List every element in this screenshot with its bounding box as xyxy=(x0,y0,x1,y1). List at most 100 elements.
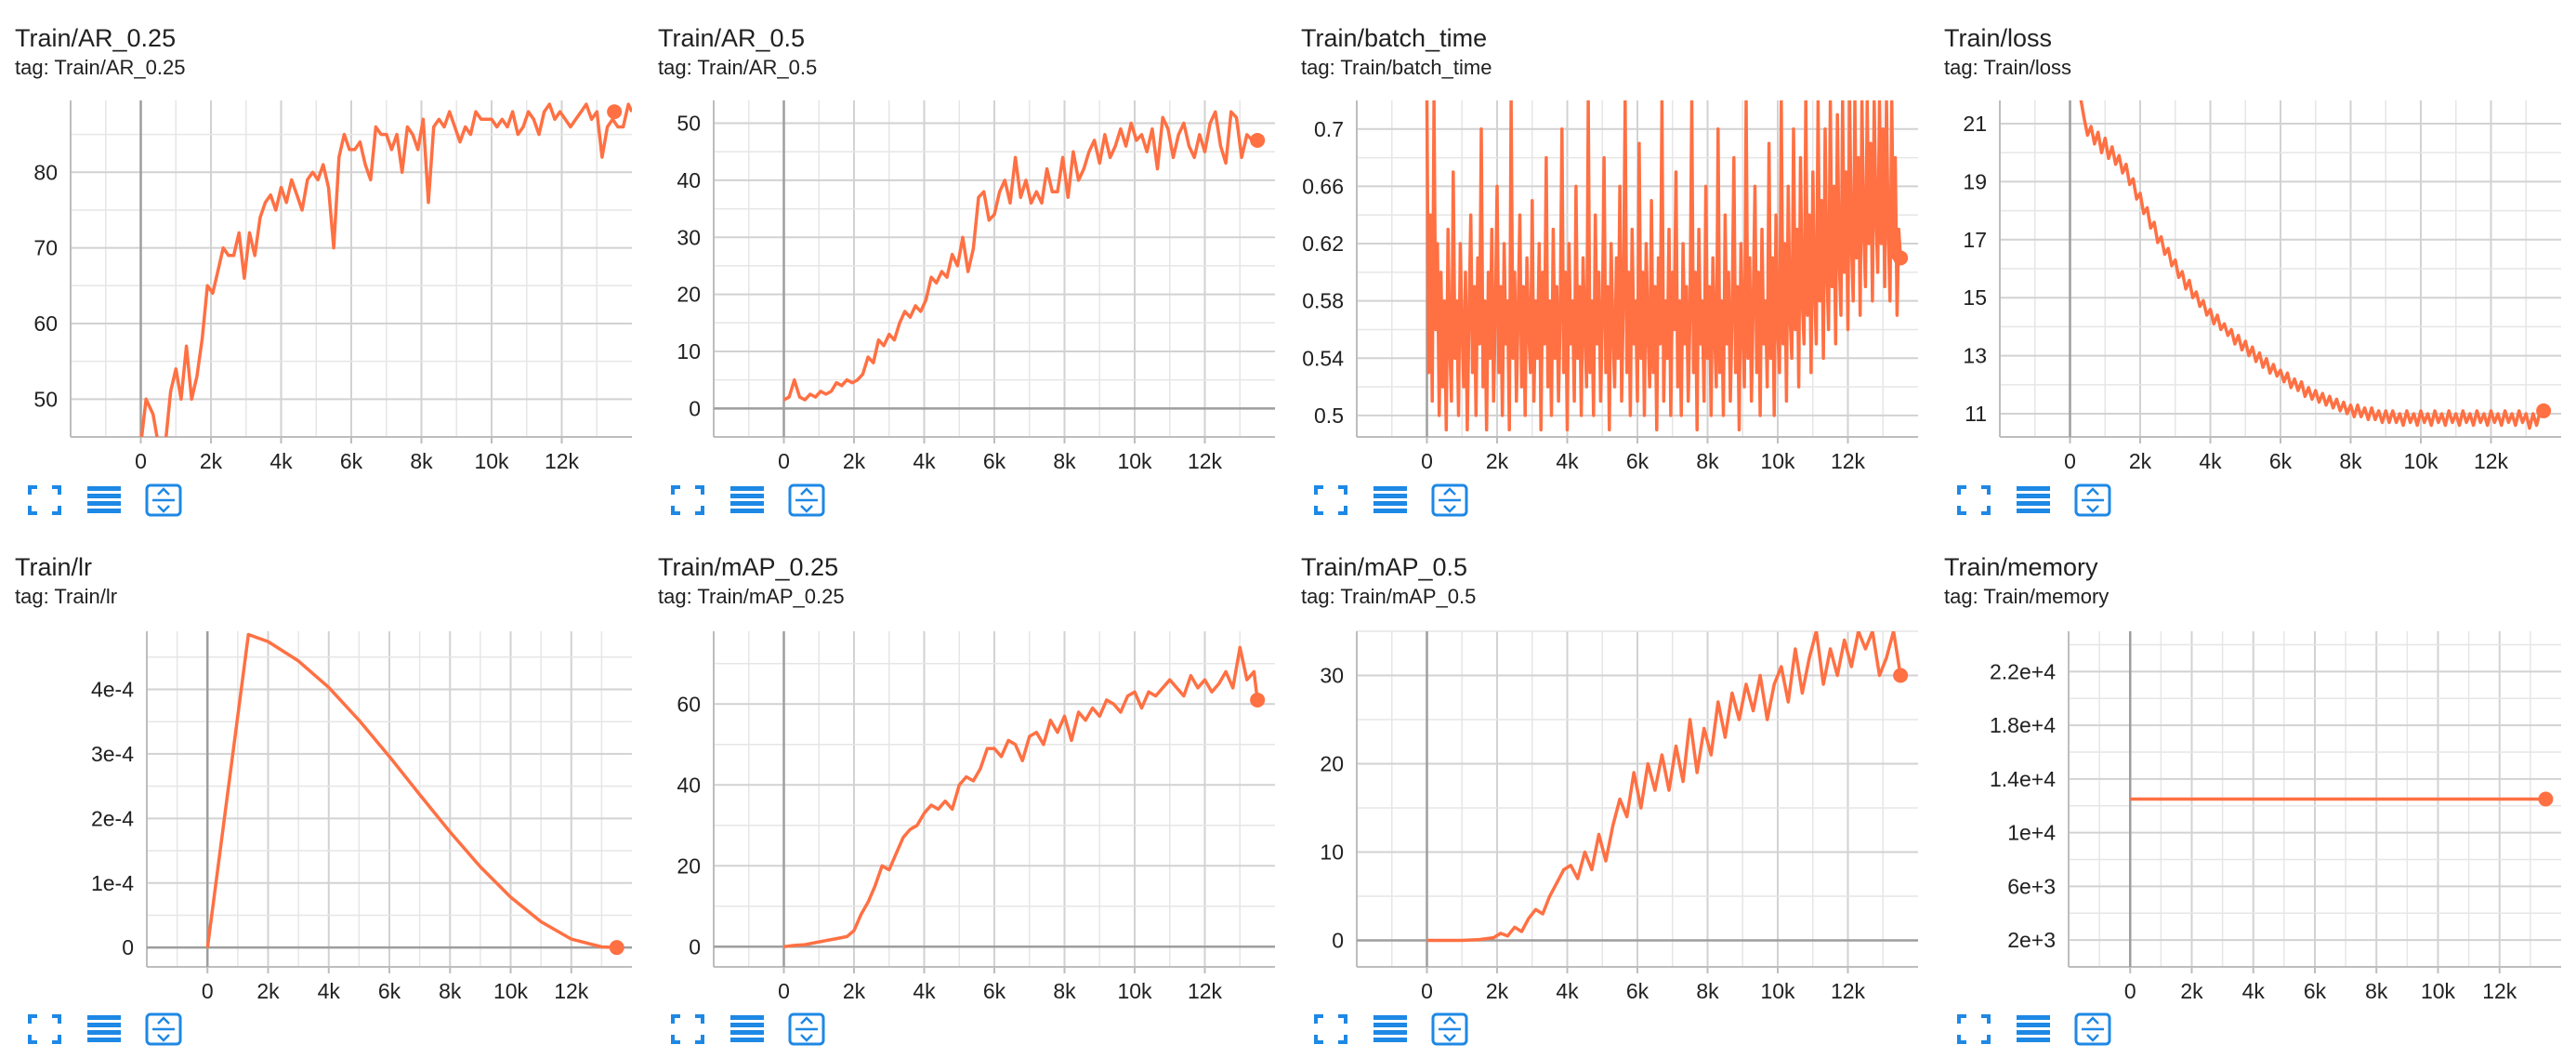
show-data-table-button[interactable] xyxy=(2013,1009,2054,1050)
chart-tag: tag: Train/AR_0.25 xyxy=(15,56,186,79)
series-line[interactable] xyxy=(1426,631,1902,943)
x-tick-label: 10k xyxy=(1760,449,1795,469)
last-point-marker[interactable] xyxy=(1893,250,1909,266)
x-tick-label: 4k xyxy=(913,449,936,469)
y-tick-label: 40 xyxy=(677,168,701,192)
line-chart-ar-0-5[interactable]: 0 2k 4k 6k 8k 10k 12k 0 10 20 30 40 50 xyxy=(643,0,1286,469)
line-chart-map-0-5[interactable]: 0 2k 4k 6k 8k 10k 12k 0 10 20 30 xyxy=(1286,529,1929,998)
fit-domain-button[interactable] xyxy=(143,1009,184,1050)
x-tick-label: 8k xyxy=(1053,449,1076,469)
y-tick-label: 20 xyxy=(1320,752,1344,776)
y-tick-label: 10 xyxy=(677,339,701,364)
x-tick-label: 10k xyxy=(493,979,529,998)
chart-tag: tag: Train/lr xyxy=(15,585,118,608)
y-tick-label: 2e+3 xyxy=(2007,928,2056,952)
x-tick-label: 2k xyxy=(1486,449,1509,469)
line-chart-memory[interactable]: 0 2k 4k 6k 8k 10k 12k 2e+3 6e+3 1e+4 1.4e+4 1.8e+4 2… xyxy=(1929,529,2572,998)
show-data-table-button[interactable] xyxy=(84,480,125,521)
fit-domain-button[interactable] xyxy=(2072,1009,2113,1050)
y-tick-label: 0.7 xyxy=(1314,117,1344,141)
fit-domain-icon xyxy=(788,1012,825,1046)
chart-title: Train/AR_0.25 xyxy=(15,24,177,52)
y-tick-label: 15 xyxy=(1963,285,1987,310)
fullscreen-button[interactable] xyxy=(1310,480,1351,521)
fit-domain-button[interactable] xyxy=(786,1009,827,1050)
fit-domain-button[interactable] xyxy=(2072,480,2113,521)
fit-domain-icon xyxy=(788,483,825,517)
last-point-marker[interactable] xyxy=(2538,791,2554,807)
x-tick-label: 6k xyxy=(378,979,401,998)
series-line[interactable] xyxy=(783,645,1259,949)
show-data-table-button[interactable] xyxy=(1370,480,1411,521)
x-tick-label: 8k xyxy=(2339,449,2362,469)
last-point-marker[interactable] xyxy=(1250,132,1266,148)
fullscreen-icon xyxy=(1957,485,1991,515)
line-chart-batch-time[interactable]: 0 2k 4k 6k 8k 10k 12k 0.5 0.54 0.58 0.62 0.66 0.7 xyxy=(1286,0,1929,469)
x-tick-label: 6k xyxy=(1626,449,1649,469)
chart-card-ar-0-25: Train/AR_0.25 tag: Train/AR_0.25 0 2k 4k 6k 8k… xyxy=(0,0,643,529)
show-data-table-button[interactable] xyxy=(727,1009,768,1050)
line-chart-map-0-25[interactable]: 0 2k 4k 6k 8k 10k 12k 0 20 40 60 xyxy=(643,529,1286,998)
fullscreen-icon xyxy=(671,1014,704,1044)
fit-domain-icon xyxy=(1431,1012,1468,1046)
line-chart-loss[interactable]: 0 2k 4k 6k 8k 10k 12k 11 13 15 17 19 21 xyxy=(1929,0,2572,469)
chart-tag: tag: Train/memory xyxy=(1944,585,2109,608)
fullscreen-button[interactable] xyxy=(1953,1009,1994,1050)
last-point-marker[interactable] xyxy=(1893,668,1909,683)
fullscreen-button[interactable] xyxy=(1310,1009,1351,1050)
last-point-marker[interactable] xyxy=(2536,403,2552,418)
show-data-table-button[interactable] xyxy=(2013,480,2054,521)
x-tick-label: 0 xyxy=(1421,449,1433,469)
line-chart-ar-0-25[interactable]: 0 2k 4k 6k 8k 10k 12k 50 60 70 80 xyxy=(0,0,643,469)
y-tick-label: 6e+3 xyxy=(2007,874,2056,898)
x-tick-label: 4k xyxy=(1556,979,1579,998)
fit-domain-button[interactable] xyxy=(143,480,184,521)
y-tick-label: 10 xyxy=(1320,840,1344,865)
show-data-table-button[interactable] xyxy=(84,1009,125,1050)
chart-tag: tag: Train/AR_0.5 xyxy=(658,56,818,79)
fit-domain-button[interactable] xyxy=(1429,1009,1470,1050)
fullscreen-icon xyxy=(671,485,704,515)
y-tick-label: 20 xyxy=(677,283,701,307)
series-line[interactable] xyxy=(782,110,1258,402)
data-table-icon xyxy=(1373,486,1407,513)
fit-domain-icon xyxy=(145,483,182,517)
x-tick-label: 6k xyxy=(983,449,1006,469)
x-tick-label: 0 xyxy=(1421,979,1433,998)
chart-card-map-0-5: Train/mAP_0.5 tag: Train/mAP_0.5 0 2k 4k 6k 8k… xyxy=(1286,529,1929,1058)
fullscreen-button[interactable] xyxy=(24,1009,65,1050)
fullscreen-button[interactable] xyxy=(24,480,65,521)
series-line[interactable] xyxy=(139,102,633,444)
x-tick-label: 0 xyxy=(135,449,147,469)
x-tick-label: 4k xyxy=(318,979,341,998)
fullscreen-icon xyxy=(1957,1014,1991,1044)
x-tick-label: 12k xyxy=(545,449,580,469)
show-data-table-button[interactable] xyxy=(727,480,768,521)
fit-domain-button[interactable] xyxy=(1429,480,1470,521)
last-point-marker[interactable] xyxy=(607,104,623,120)
y-tick-label: 50 xyxy=(677,112,701,136)
y-tick-label: 40 xyxy=(677,773,701,797)
fullscreen-icon xyxy=(28,1014,61,1044)
fullscreen-button[interactable] xyxy=(1953,480,1994,521)
series-line[interactable] xyxy=(205,632,617,949)
fullscreen-button[interactable] xyxy=(667,1009,708,1050)
y-tick-label: 0.5 xyxy=(1314,403,1344,428)
line-chart-lr[interactable]: 0 2k 4k 6k 8k 10k 12k 0 1e-4 2e-4 3e-4 4e-4 xyxy=(0,529,643,998)
last-point-marker[interactable] xyxy=(609,940,624,956)
x-tick-label: 10k xyxy=(2421,979,2456,998)
series-line[interactable] xyxy=(2079,98,2544,430)
x-tick-label: 10k xyxy=(474,449,509,469)
y-tick-label: 1.8e+4 xyxy=(1990,713,2056,737)
show-data-table-button[interactable] xyxy=(1370,1009,1411,1050)
fullscreen-button[interactable] xyxy=(667,480,708,521)
chart-toolbar xyxy=(667,1009,846,1050)
fit-domain-button[interactable] xyxy=(786,480,827,521)
last-point-marker[interactable] xyxy=(1250,692,1266,708)
x-tick-label: 8k xyxy=(439,979,462,998)
grid xyxy=(1357,630,1918,967)
series-line[interactable] xyxy=(1425,100,1902,432)
x-tick-label: 6k xyxy=(1626,979,1649,998)
x-tick-label: 12k xyxy=(1831,449,1866,469)
y-tick-label: 4e-4 xyxy=(91,677,134,701)
